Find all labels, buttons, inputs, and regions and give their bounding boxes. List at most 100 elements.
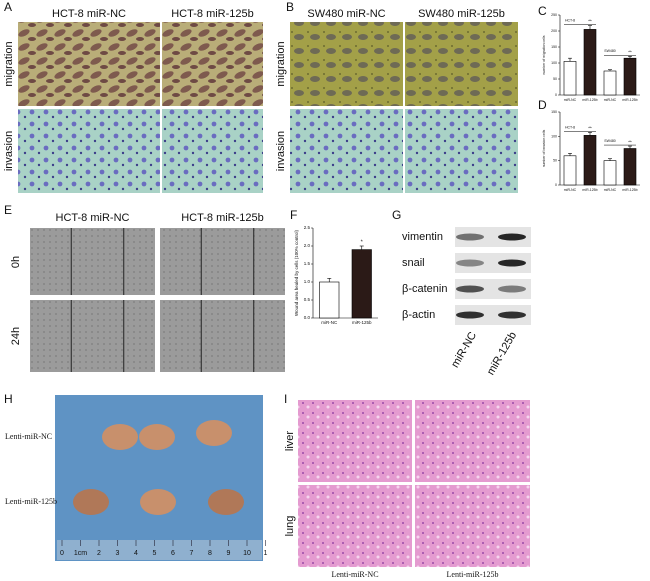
column-label: Lenti-miR-125b <box>447 570 499 579</box>
y-axis-label: Wound area healed by cells (100% control… <box>294 230 299 316</box>
y-tick-label: 1.5 <box>304 261 311 266</box>
ruler-label: 0 <box>60 550 64 557</box>
group-label: HCT-8 <box>565 18 575 22</box>
group-label: HCT-8 <box>565 125 575 129</box>
significance: * <box>361 239 364 245</box>
panel-label: C <box>538 4 547 18</box>
protein-label: vimentin <box>402 231 443 243</box>
panel-label: B <box>286 0 294 14</box>
micrograph <box>18 22 160 106</box>
blot-strip <box>455 227 531 247</box>
bar <box>563 61 577 96</box>
x-tick-label: miR-NC <box>321 320 338 325</box>
y-tick-label: 50 <box>553 159 557 163</box>
group-label: SW480 <box>604 139 616 143</box>
y-axis-label: number of migration cells <box>542 35 546 74</box>
y-tick-label: 150 <box>551 45 557 49</box>
y-tick-label: 50 <box>553 77 557 81</box>
organ <box>208 489 244 515</box>
blot-strip <box>455 253 531 273</box>
micrograph <box>290 22 403 106</box>
organ <box>140 489 176 515</box>
micrograph <box>30 228 155 295</box>
column-header: HCT-8 miR-125b <box>181 212 264 224</box>
ruler-label: 9 <box>227 550 231 557</box>
blot-band <box>456 259 484 267</box>
ruler-label: 1 <box>264 550 268 557</box>
bar <box>563 155 577 186</box>
blot-strip <box>455 279 531 299</box>
bar <box>603 70 617 96</box>
x-tick-label: miR-125b <box>622 98 637 102</box>
ruler-label: 3 <box>116 550 120 557</box>
micrograph <box>405 22 518 106</box>
x-tick-label: miR-125b <box>582 98 597 102</box>
ruler-label: 6 <box>171 550 175 557</box>
y-tick-label: 0.5 <box>304 297 311 302</box>
group-label: SW480 <box>604 49 616 53</box>
bar <box>623 57 637 96</box>
column-header: HCT-8 miR-NC <box>52 8 126 20</box>
x-tick-label: miR-NC <box>604 98 617 102</box>
row-label: Lenti-miR-NC <box>5 432 52 441</box>
organ <box>196 420 232 446</box>
bar <box>583 29 597 96</box>
y-tick-label: 2.5 <box>304 225 311 230</box>
ruler-label: 8 <box>208 550 212 557</box>
blot-band <box>498 233 526 241</box>
lane-label: miR-NC <box>449 330 479 370</box>
row-label: migration <box>3 41 15 86</box>
panel-label: I <box>284 392 287 406</box>
micrograph <box>405 109 518 193</box>
ruler-label: 5 <box>153 550 157 557</box>
row-label: invasion <box>3 131 15 171</box>
row-label: 24h <box>10 327 22 345</box>
significance: ** <box>628 49 632 54</box>
x-tick-label: miR-125b <box>582 188 597 192</box>
ruler-label: 2 <box>97 550 101 557</box>
row-label: liver <box>284 431 296 452</box>
micrograph <box>298 485 412 567</box>
micrograph <box>415 400 530 482</box>
bar <box>351 249 372 319</box>
photo <box>55 395 263 561</box>
panel-label: G <box>392 208 401 222</box>
y-tick-label: 0 <box>555 183 557 187</box>
micrograph <box>290 109 403 193</box>
column-header: HCT-8 miR-NC <box>56 212 130 224</box>
micrograph <box>18 109 160 193</box>
x-tick-label: miR-NC <box>564 98 577 102</box>
protein-label: β-actin <box>402 309 435 321</box>
blot-band <box>498 311 526 319</box>
organ <box>73 489 109 515</box>
panel-label: H <box>4 392 13 406</box>
panel-label: A <box>4 0 12 14</box>
organ <box>102 424 138 450</box>
blot-band <box>456 285 484 293</box>
y-tick-label: 2.0 <box>304 243 311 248</box>
ruler-label: 1cm <box>74 550 87 557</box>
panel-label: D <box>538 98 547 112</box>
protein-label: β-catenin <box>402 283 447 295</box>
micrograph <box>160 300 285 372</box>
bar <box>319 281 340 319</box>
blot-band <box>456 233 484 241</box>
protein-label: snail <box>402 257 425 269</box>
micrograph <box>160 228 285 295</box>
row-label: 0h <box>10 256 22 268</box>
bar <box>603 160 617 186</box>
x-tick-label: miR-NC <box>604 188 617 192</box>
ruler-label: 7 <box>190 550 194 557</box>
y-tick-label: 100 <box>551 134 557 138</box>
ruler-label: 10 <box>243 550 251 557</box>
micrograph <box>162 109 263 193</box>
micrograph <box>298 400 412 482</box>
lane-label: miR-125b <box>485 330 519 377</box>
x-tick-label: miR-NC <box>564 188 577 192</box>
bar <box>583 135 597 186</box>
column-label: Lenti-miR-NC <box>331 570 378 579</box>
y-tick-label: 200 <box>551 29 557 33</box>
y-tick-label: 250 <box>551 13 557 17</box>
significance: ** <box>628 139 632 144</box>
